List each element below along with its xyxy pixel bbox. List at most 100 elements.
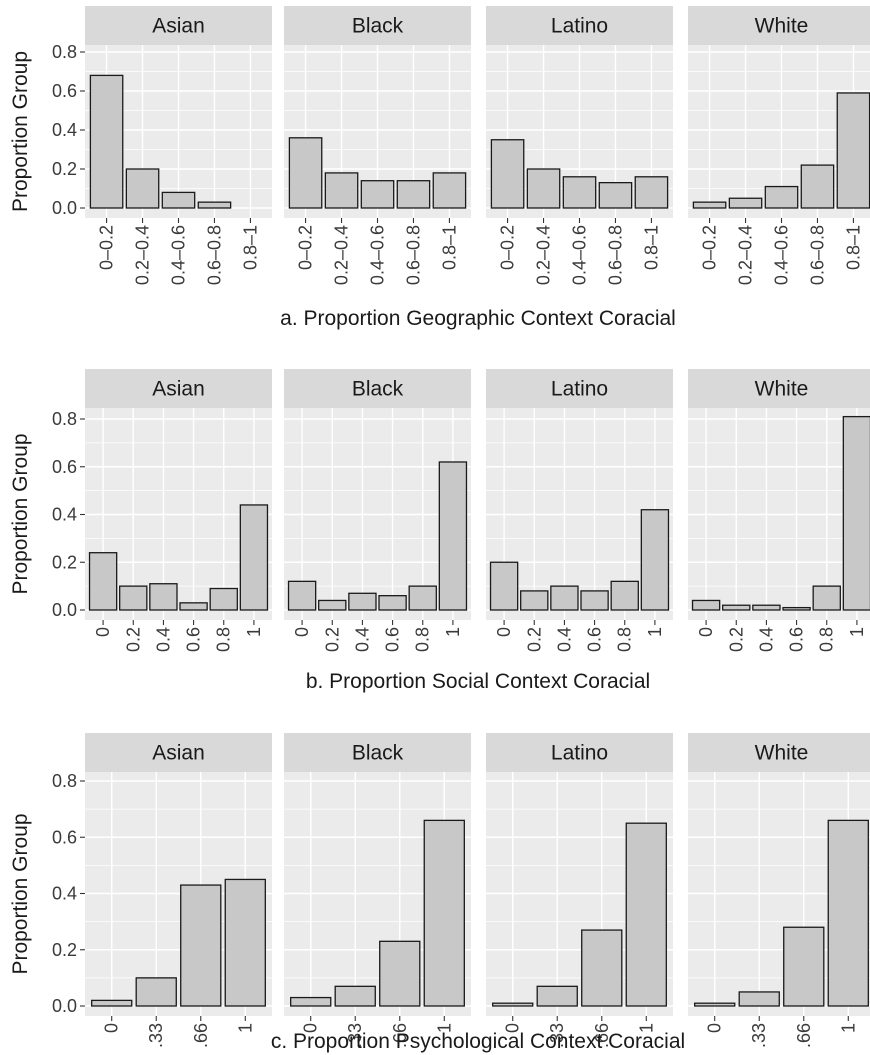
bar-latino-1 [526, 168, 561, 209]
facet-panel-white: White 0 0.2 0.4 0.6 0.8 1 [688, 369, 870, 652]
y-tick-label: 0.6 [52, 81, 77, 101]
y-tick-label: 0.4 [52, 120, 77, 140]
facet-panel-asian: Asian 0–0.2 0.2–0.4 0.4–0.6 0.6–0.8 0.8–1 [85, 6, 272, 285]
bar-asian-2 [161, 191, 196, 209]
bar-latino-1 [536, 985, 578, 1007]
bar-white-4 [812, 585, 841, 611]
bar-white-0 [692, 201, 727, 209]
x-axis-title: c. Proportion Psychological Context Cora… [271, 1030, 685, 1053]
y-tick-label: 0.0 [52, 198, 77, 218]
facet-strip-label: Black [352, 15, 404, 38]
bar-asian-3 [197, 201, 232, 209]
facet-panel-white: White 0–0.2 0.2–0.4 0.4–0.6 0.6–0.8 0.8–1 [688, 6, 870, 285]
facet-panel-asian: Asian 0 .33 .66 1 [85, 733, 272, 1048]
bar-latino-0 [492, 1002, 534, 1007]
x-tick-label: 0.2 [322, 627, 342, 652]
facet-panel-black: Black 0 .33 .66 1 [284, 733, 471, 1048]
bar-white-3 [800, 164, 835, 209]
x-tick-label: 0.4–0.6 [570, 225, 590, 285]
bar-asian-3 [179, 602, 208, 611]
facet-panel-asian: Asian 0 0.2 0.4 0.6 0.8 1 [85, 369, 272, 652]
x-tick-label: 0.6 [585, 627, 605, 652]
x-tick-label: 0.6 [184, 627, 204, 652]
bar-latino-4 [634, 176, 669, 209]
x-tick-label: 0.6 [383, 627, 403, 652]
facet-strip-label: Black [352, 378, 404, 401]
x-tick-label: 0.6–0.8 [204, 225, 224, 285]
bar-black-2 [348, 592, 377, 611]
facet-panel-latino: Latino 0 0.2 0.4 0.6 0.8 1 [486, 369, 673, 652]
facet-strip-label: Black [352, 742, 404, 765]
facet-strip-label: White [755, 378, 809, 401]
bar-black-2 [360, 180, 395, 209]
x-tick-label: 0.8–1 [439, 225, 459, 270]
facet-strip [688, 369, 870, 408]
x-tick-label: 0.2–0.4 [736, 225, 756, 285]
y-tick-label: 0.4 [52, 884, 77, 904]
x-tick-label: 0.8–1 [240, 225, 260, 270]
x-tick-label: 1 [847, 627, 867, 637]
x-tick-label: 0–0.2 [498, 225, 518, 270]
x-axis-title: a. Proportion Geographic Context Coracia… [280, 307, 676, 330]
bar-white-3 [782, 606, 811, 611]
bar-latino-2 [562, 176, 597, 209]
facet-strip-label: White [755, 742, 809, 765]
bar-latino-0 [489, 561, 519, 611]
facet-strip-label: Latino [551, 742, 608, 765]
bar-white-1 [738, 991, 780, 1007]
x-tick-label: 0 [292, 627, 312, 637]
x-tick-label: 0–0.2 [296, 225, 316, 270]
bar-black-0 [290, 996, 332, 1007]
facet-strip-label: White [755, 15, 809, 38]
x-tick-label: .33 [749, 1023, 769, 1048]
facet-strip [284, 6, 471, 45]
bar-asian-0 [89, 74, 124, 209]
facet-strip-label: Asian [152, 742, 205, 765]
x-tick-label: 1 [244, 627, 264, 637]
bar-white-4 [836, 92, 870, 209]
bar-black-3 [378, 595, 407, 611]
y-tick-label: 0.0 [52, 996, 77, 1016]
x-tick-label: 0.6–0.8 [605, 225, 625, 285]
x-tick-label: .33 [146, 1023, 166, 1048]
bar-black-1 [318, 599, 347, 611]
x-tick-label: .33 [345, 1023, 365, 1048]
x-tick-label: 1 [235, 1023, 255, 1033]
facet-panel-latino: Latino 0–0.2 0.2–0.4 0.4–0.6 0.6–0.8 0.8–1 [486, 6, 673, 285]
x-tick-label: .66 [592, 1023, 612, 1048]
x-tick-label: 0.8–1 [843, 225, 863, 270]
bar-black-0 [288, 137, 323, 209]
x-tick-label: 1 [645, 627, 665, 637]
y-tick-label: 0.8 [52, 42, 77, 62]
facet-strip-label: Asian [152, 378, 205, 401]
x-tick-label: 0.2 [123, 627, 143, 652]
x-tick-label: 0.8 [817, 627, 837, 652]
bar-asian-1 [119, 585, 148, 611]
x-tick-label: 0.4–0.6 [169, 225, 189, 285]
bar-white-1 [722, 604, 751, 611]
x-tick-label: 1 [434, 1023, 454, 1033]
x-tick-label: 0.8 [214, 627, 234, 652]
x-tick-label: .66 [191, 1023, 211, 1048]
y-tick-label: 0.2 [52, 159, 77, 179]
x-tick-label: 0.4–0.6 [368, 225, 388, 285]
x-tick-label: 1 [838, 1023, 858, 1033]
facet-strip-label: Latino [551, 15, 608, 38]
x-tick-label: 0.4 [153, 627, 173, 652]
bar-latino-1 [520, 590, 549, 611]
x-tick-label: 0 [696, 627, 716, 637]
bar-white-1 [728, 197, 763, 209]
bar-white-2 [764, 185, 799, 209]
x-tick-label: 0.8–1 [641, 225, 661, 270]
x-tick-label: 0.2–0.4 [332, 225, 352, 285]
bar-latino-2 [550, 585, 579, 611]
y-tick-label: 0.6 [52, 457, 77, 477]
x-tick-label: 0.6–0.8 [807, 225, 827, 285]
bar-latino-0 [490, 139, 525, 209]
bar-asian-0 [91, 999, 133, 1007]
bar-white-2 [783, 926, 825, 1007]
facet-panel-white: White 0 .33 .66 1 [688, 733, 870, 1048]
chart-row-c: Asian 0 .33 .66 1 Black 0 .33 .66 1 Latino 0 .33 .66 1… [9, 733, 870, 1053]
facet-strip [85, 733, 272, 772]
bar-white-5 [842, 415, 870, 611]
